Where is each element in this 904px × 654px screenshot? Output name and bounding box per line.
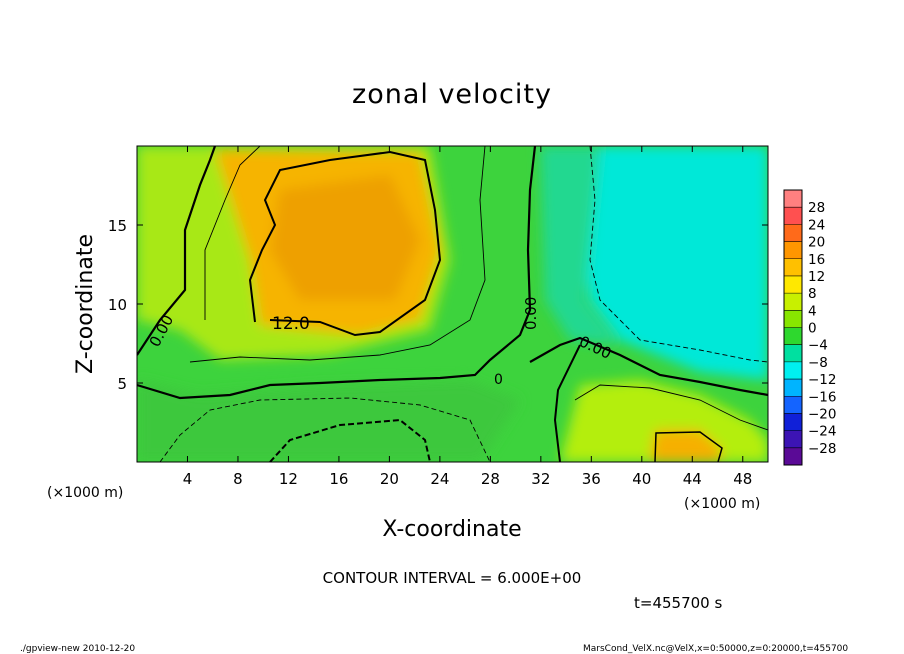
x-tick-label: 40: [632, 470, 651, 488]
colorbar-swatch: [784, 190, 802, 208]
colorbar-label: 12: [808, 269, 825, 285]
contour-six-lowright: [574, 384, 768, 431]
colorbar-label: 20: [808, 235, 825, 251]
field-region-orange-peak: [270, 175, 420, 300]
colorbar-label: −28: [808, 441, 837, 457]
colorbar-swatch: [784, 327, 802, 346]
footer-right: MarsCond_VelX.nc@VelX,x=0:50000,z=0:2000…: [583, 644, 848, 654]
contour-neg-twelve-low: [269, 418, 431, 462]
field-region-orange-lowright: [650, 430, 722, 462]
colorbar-label: −20: [808, 406, 837, 422]
colorbar-swatch: [784, 413, 802, 432]
field-region-yellow-lowright: [560, 380, 768, 462]
contour-zero-lowright: [553, 344, 581, 462]
x-tick-label: 20: [380, 470, 399, 488]
colorbar-label: −12: [808, 372, 837, 388]
colorbar-swatch: [784, 447, 802, 466]
contour-six-inner: [204, 146, 261, 320]
field-region-teal-edge: [540, 146, 620, 345]
y-tick-label: 5: [117, 375, 127, 393]
colorbar-swatch: [784, 275, 802, 294]
time-label: t=455700 s: [634, 594, 722, 612]
colorbar-label: 8: [808, 286, 817, 302]
colorbar-swatch: [784, 207, 802, 225]
colorbar-swatch: [784, 379, 802, 397]
field-region-lower-left: [137, 380, 520, 462]
colorbar-label: 0: [808, 321, 817, 337]
colorbar-swatch: [784, 430, 802, 449]
contour-label-4: 0: [494, 372, 503, 388]
colorbar-swatch: [784, 258, 802, 277]
contour-twelve-lowright: [654, 431, 723, 462]
colorbar-label: 24: [808, 217, 825, 233]
colorbar-label: −24: [808, 424, 837, 440]
colorbar-swatch: [784, 361, 802, 380]
contour-six: [189, 146, 486, 363]
x-tick-label: 36: [582, 470, 601, 488]
colorbar-swatch: [784, 396, 802, 414]
x-tick-label: 4: [183, 470, 193, 488]
x-tick-label: 32: [531, 470, 550, 488]
colorbar-label: −8: [808, 355, 828, 371]
x-tick-label: 28: [481, 470, 500, 488]
x-tick-label: 8: [233, 470, 243, 488]
plot-area: 0.00 12.0 0.00 0.00 0: [137, 146, 768, 462]
contour-neg-six-low: [159, 397, 491, 462]
x-tick-label: 16: [329, 470, 348, 488]
contour-zero-mid: [137, 146, 537, 400]
contour-label-2: 0.00: [522, 297, 540, 330]
contour-interval-text: CONTOUR INTERVAL = 6.000E+00: [323, 569, 582, 587]
colorbar-label: −4: [808, 338, 828, 354]
x-tick-label: 48: [733, 470, 752, 488]
y-tick-label: 10: [108, 296, 127, 314]
contour-lines: [137, 146, 768, 462]
x-unit-label-left: (×1000 m): [47, 485, 123, 501]
x-tick-label: 24: [430, 470, 449, 488]
colorbar-label: −16: [808, 389, 837, 405]
colorbar-swatch: [784, 293, 802, 311]
y-axis-title: Z-coordinate: [73, 234, 98, 374]
colorbar-swatch: [784, 224, 802, 243]
contour-zero-right: [529, 336, 768, 397]
x-axis-ticks: 4 8 12 16 20 24 28 32 36 40 44 48: [183, 146, 752, 488]
colorbar-swatch: [784, 241, 802, 260]
contour-zero-left: [137, 146, 217, 356]
contour-label-1: 12.0: [272, 314, 310, 334]
y-tick-label: 15: [108, 217, 127, 235]
footer-left: ./gpview-new 2010-12-20: [20, 644, 135, 654]
chart-title: zonal velocity: [352, 79, 552, 110]
contour-twelve: [248, 150, 442, 337]
x-tick-label: 44: [683, 470, 702, 488]
y-axis-ticks: 5 10 15: [108, 217, 768, 393]
x-axis-title: X-coordinate: [382, 517, 521, 542]
field-region-cyan-right: [580, 146, 768, 380]
colorbar-label: 4: [808, 303, 817, 319]
colorbar-swatch: [784, 344, 802, 363]
x-unit-label-right: (×1000 m): [684, 496, 760, 512]
x-tick-label: 12: [279, 470, 298, 488]
colorbar-swatch: [784, 310, 802, 328]
contour-neg-six-right: [589, 146, 768, 363]
colorbar-label: 28: [808, 200, 825, 216]
colorbar-label: 16: [808, 252, 825, 268]
